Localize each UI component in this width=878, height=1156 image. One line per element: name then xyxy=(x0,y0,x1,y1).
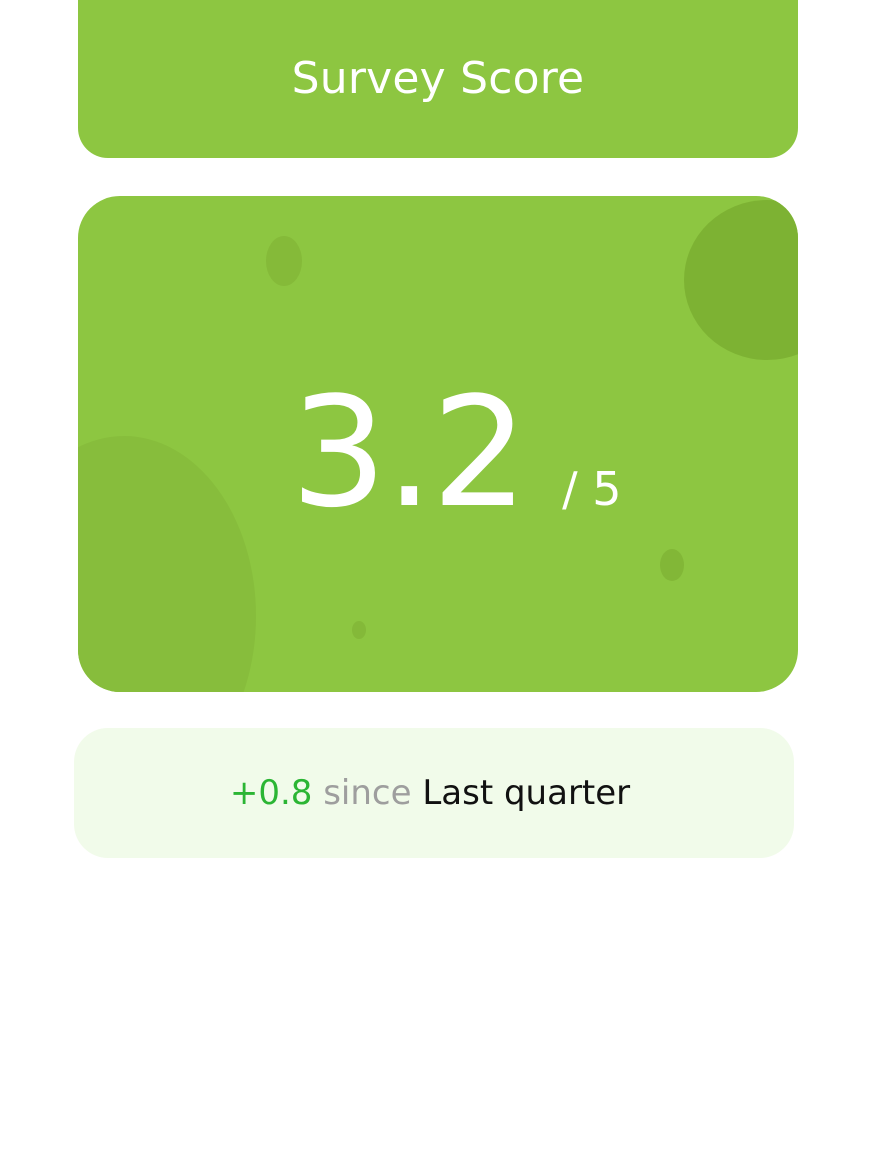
decorative-dot xyxy=(660,549,684,581)
change-period: Last quarter xyxy=(422,773,631,813)
change-since-label: since xyxy=(323,773,412,813)
decorative-dot xyxy=(352,621,366,639)
change-card: +0.8 since Last quarter xyxy=(74,728,794,858)
change-delta: +0.8 xyxy=(229,773,313,813)
decorative-dot xyxy=(266,236,302,286)
score-display: 3.2 / 5 xyxy=(78,196,798,692)
score-line: 3.2 / 5 xyxy=(290,377,621,529)
score-value: 3.2 xyxy=(290,364,528,541)
score-card: 3.2 / 5 xyxy=(78,196,798,692)
header-card: Survey Score xyxy=(78,0,798,158)
score-max: / 5 xyxy=(562,462,622,516)
page-title: Survey Score xyxy=(291,52,585,104)
change-summary: +0.8 since Last quarter xyxy=(230,773,630,813)
